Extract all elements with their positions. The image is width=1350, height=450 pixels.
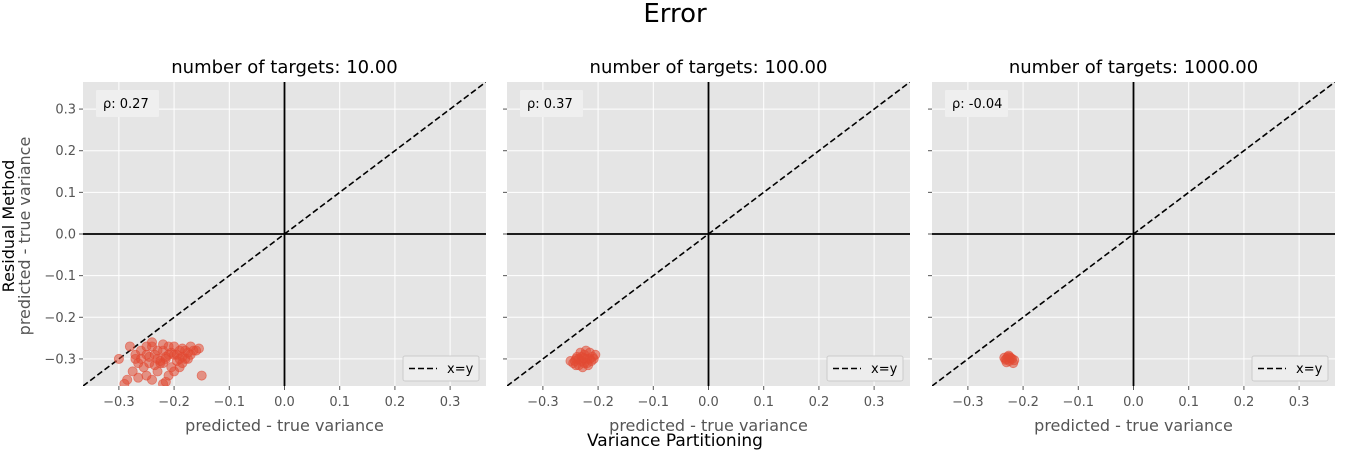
scatter-point	[158, 339, 169, 350]
x-tick-label: −0.3	[952, 395, 984, 410]
chart-panel-3: −0.3 −0.2 −0.1 0.0 0.1 0.2 0.3 number of target…	[928, 57, 1335, 435]
chart-panel-2: −0.3 −0.2 −0.1 0.0 0.1 0.2 0.3 number of target…	[503, 57, 910, 435]
scatter-point	[130, 349, 141, 360]
x-tick-label: 0.1	[1178, 395, 1199, 410]
legend-box	[1251, 355, 1329, 382]
annotation-text: ρ: 0.27	[103, 97, 149, 112]
scatter-point	[144, 351, 155, 362]
annotation-box	[96, 90, 159, 117]
x-tick-label: 0.3	[1289, 395, 1310, 410]
x-axis-label: predicted - true variance	[1034, 416, 1233, 435]
x-tick-label: 0.1	[753, 395, 774, 410]
x-tick-label: −0.1	[214, 395, 246, 410]
x-tick-label: 0.1	[329, 395, 350, 410]
y-tick-label: −0.1	[44, 269, 76, 284]
scatter-point	[160, 376, 171, 386]
scatter-point	[113, 353, 124, 364]
scatter-points	[565, 345, 601, 373]
x-tick-label: 0.0	[1123, 395, 1144, 410]
reference-line-xy	[932, 82, 1335, 386]
figure-suptitle: Error	[643, 0, 707, 29]
scatter-point	[149, 360, 160, 371]
correlation-annotation: ρ: 0.37	[520, 90, 583, 117]
x-tick-label: 0.2	[1234, 395, 1255, 410]
x-tick-label: −0.1	[1063, 395, 1095, 410]
x-tick-label: 0.3	[440, 395, 461, 410]
scatter-point	[127, 366, 138, 377]
scatter-point	[141, 341, 152, 352]
legend-box	[826, 355, 904, 382]
reference-line-xy	[83, 82, 486, 386]
y-tick-label: 0.3	[55, 103, 76, 118]
y-tick-label: 0.0	[55, 228, 76, 243]
scatter-point	[1009, 355, 1020, 366]
scatter-points	[113, 337, 207, 386]
scatter-point	[152, 345, 163, 356]
annotation-box	[945, 90, 1008, 117]
correlation-annotation: ρ: -0.04	[945, 90, 1008, 117]
legend: x=y	[402, 355, 480, 382]
scatter-point	[196, 370, 207, 381]
scatter-point	[133, 372, 144, 383]
scatter-point	[124, 341, 135, 352]
legend: x=y	[1251, 355, 1329, 382]
scatter-point	[588, 353, 599, 364]
scatter-point	[147, 374, 158, 385]
legend: x=y	[826, 355, 904, 382]
x-axis-label: predicted - true variance	[185, 416, 384, 435]
annotation-text: ρ: -0.04	[952, 97, 1002, 112]
scatter-point	[569, 356, 580, 367]
figure-bottom-label: Variance Partitioning	[587, 431, 763, 450]
scatter-points	[999, 350, 1020, 369]
y-tick-label: 0.2	[55, 144, 76, 159]
annotation-text: ρ: 0.37	[527, 97, 573, 112]
x-tick-label: 0.2	[385, 395, 406, 410]
panel-title: number of targets: 100.00	[590, 57, 828, 78]
legend-label: x=y	[1296, 362, 1323, 377]
scatter-point	[999, 352, 1010, 363]
legend-label: x=y	[871, 362, 898, 377]
legend-label: x=y	[447, 362, 474, 377]
panel-title: number of targets: 1000.00	[1009, 57, 1258, 78]
x-tick-label: −0.3	[103, 395, 135, 410]
x-axis-label: predicted - true variance	[609, 416, 808, 435]
chart-panel-1: −0.3 −0.2 −0.1 0.0 0.1 0.2 0.3 −0.3 −0.2 −0.1 0.0 0…	[44, 57, 486, 435]
y-tick-label: −0.2	[44, 311, 76, 326]
x-tick-label: 0.0	[698, 395, 719, 410]
scatter-point	[578, 353, 589, 364]
x-tick-label: −0.2	[1007, 395, 1039, 410]
y-tick-label: −0.3	[44, 352, 76, 367]
x-tick-label: 0.2	[809, 395, 830, 410]
panel-title: number of targets: 10.00	[171, 57, 397, 78]
scatter-point	[177, 343, 188, 354]
x-tick-label: −0.2	[158, 395, 190, 410]
x-tick-label: −0.1	[638, 395, 670, 410]
x-tick-label: −0.2	[582, 395, 614, 410]
x-tick-label: 0.3	[864, 395, 885, 410]
x-tick-label: 0.0	[274, 395, 295, 410]
x-tick-label: −0.3	[527, 395, 559, 410]
legend-box	[402, 355, 480, 382]
correlation-annotation: ρ: 0.27	[96, 90, 159, 117]
reference-line-xy	[507, 82, 910, 386]
y-tick-label: 0.1	[55, 186, 76, 201]
scatter-point	[119, 378, 130, 386]
row-label-sub: predicted - true variance	[15, 137, 34, 336]
panels-container: −0.3 −0.2 −0.1 0.0 0.1 0.2 0.3 −0.3 −0.2 −0.1 0.0 0…	[44, 57, 1335, 435]
row-label-main: Residual Method	[0, 160, 18, 293]
annotation-box	[520, 90, 583, 117]
